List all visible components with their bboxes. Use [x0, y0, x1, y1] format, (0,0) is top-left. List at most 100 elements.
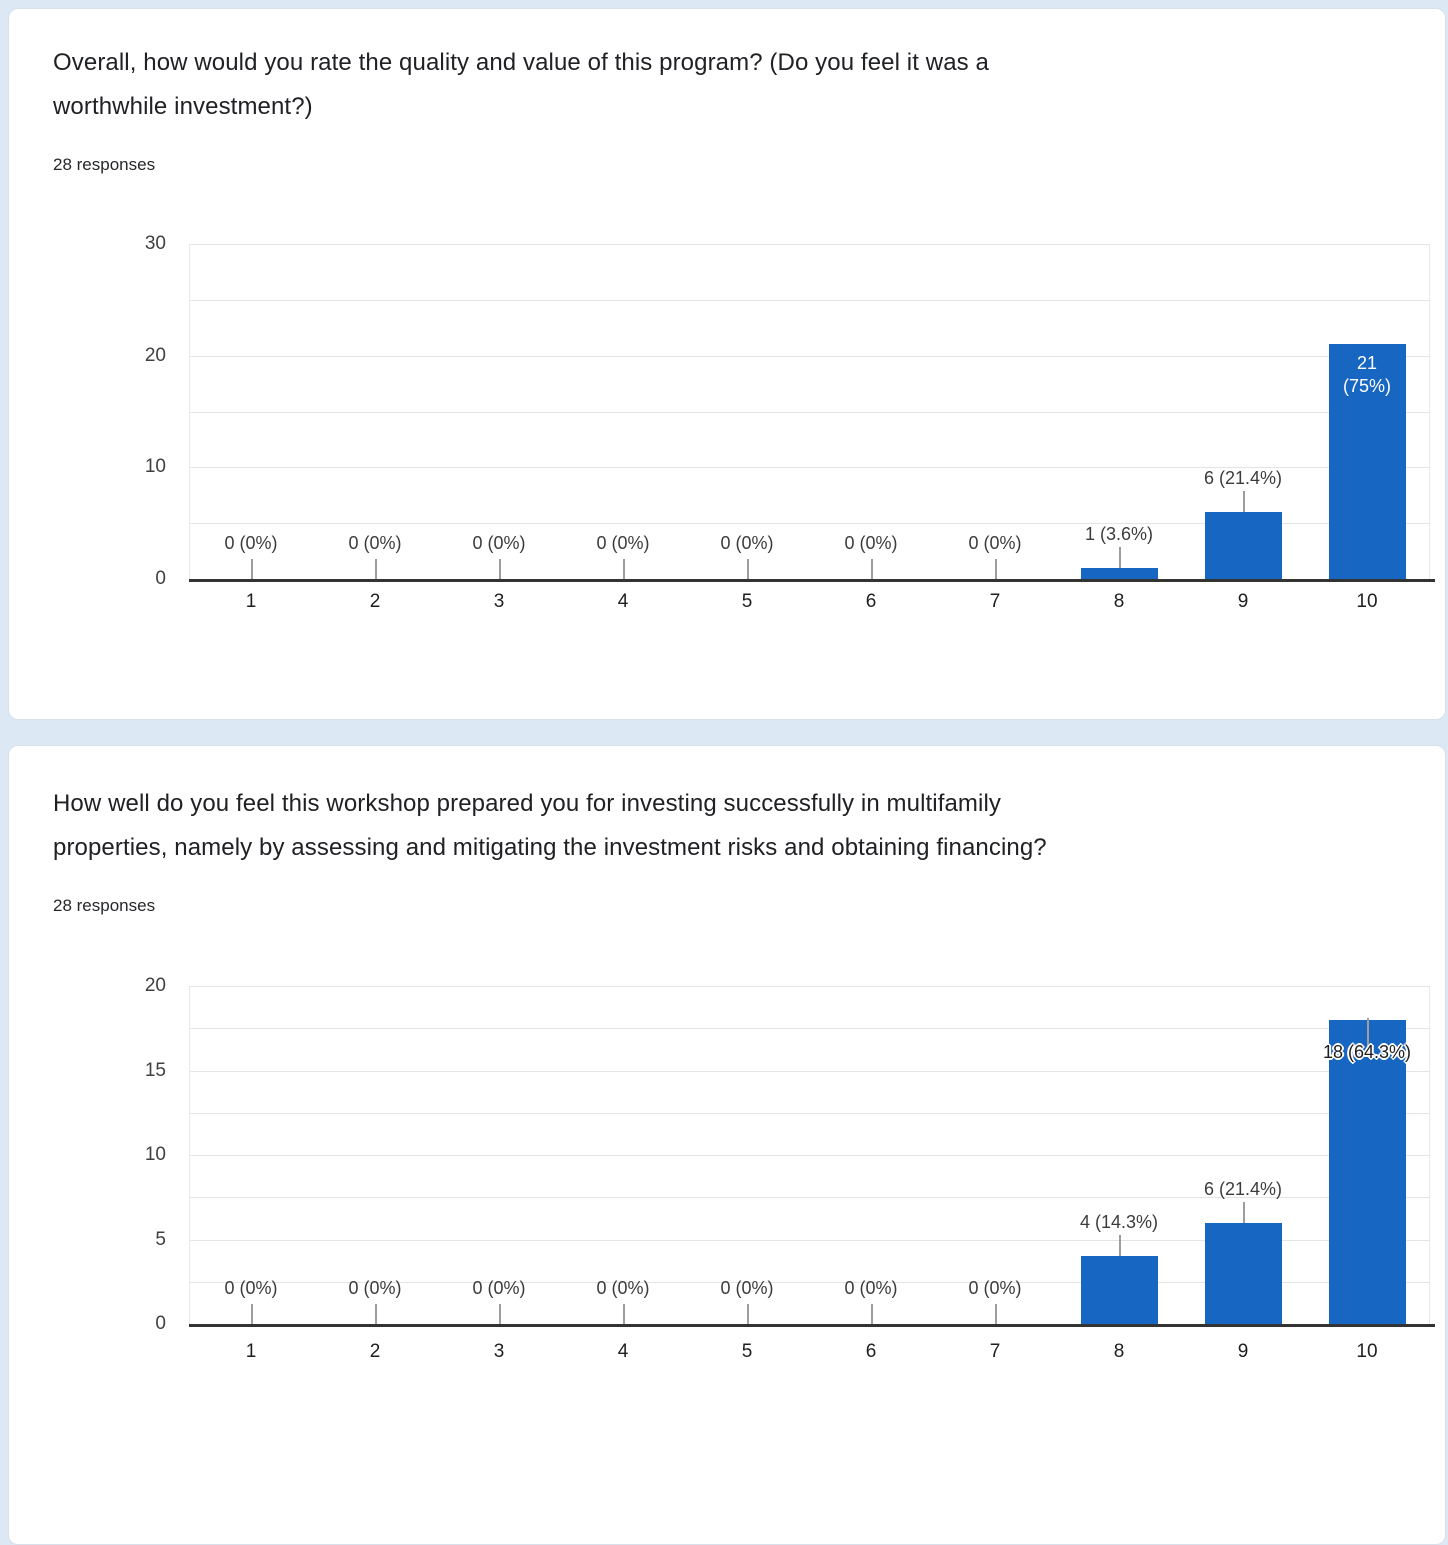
bar-value-label: 0 (0%) — [596, 1278, 650, 1298]
bar — [1081, 1256, 1158, 1324]
gridline — [189, 1071, 1429, 1072]
question-title-line: properties, namely by assessing and miti… — [53, 834, 1047, 861]
question-title-line: worthwhile investment?) — [53, 93, 313, 120]
bar — [1329, 344, 1406, 579]
bar-value-label: 6 (21.4%) — [1203, 468, 1283, 488]
y-axis-label: 20 — [144, 345, 166, 366]
label-connector-line — [499, 1304, 501, 1324]
label-connector-line — [499, 559, 501, 579]
y-axis-label: 15 — [144, 1060, 166, 1081]
label-connector-line — [1367, 1018, 1369, 1046]
y-axis-label: 0 — [155, 568, 166, 589]
bar-value-label: 0 (0%) — [348, 1278, 402, 1298]
bar-value-label: 0 (0%) — [596, 533, 650, 553]
bar-value-label: 18 (64.3%) — [1322, 1042, 1412, 1062]
label-connector-line — [375, 1304, 377, 1324]
x-axis-category-label: 8 — [1113, 1341, 1125, 1362]
response-count: 28 responses — [53, 896, 156, 915]
gridline — [189, 523, 1429, 524]
x-axis-category-label: 4 — [617, 591, 629, 612]
gridline — [189, 356, 1429, 357]
question-title-line: How well do you feel this workshop prepa… — [53, 790, 1001, 817]
x-axis-line — [189, 579, 1435, 582]
x-axis-category-label: 8 — [1113, 591, 1125, 612]
bar-value-label: 1 (3.6%) — [1084, 524, 1154, 544]
label-connector-line — [375, 559, 377, 579]
gridline — [189, 412, 1429, 413]
label-connector-line — [1119, 1235, 1121, 1256]
x-axis-category-label: 1 — [245, 591, 257, 612]
x-axis-category-label: 3 — [493, 591, 505, 612]
question-title: Overall, how would you rate the quality … — [53, 41, 1415, 129]
question-title: How well do you feel this workshop prepa… — [53, 782, 1415, 870]
bar-value-label: 4 (14.3%) — [1079, 1212, 1159, 1232]
bar — [1081, 568, 1158, 579]
bar-value-label: 0 (0%) — [968, 1278, 1022, 1298]
y-axis-label: 30 — [144, 233, 166, 254]
bar-value-label: 0 (0%) — [968, 533, 1022, 553]
x-axis-category-label: 9 — [1237, 591, 1249, 612]
plot-border-left — [189, 986, 190, 1324]
y-axis-label: 10 — [144, 1144, 166, 1165]
x-axis-category-label: 2 — [369, 591, 381, 612]
bar — [1329, 1020, 1406, 1324]
bar-value-label: 21 (75%) — [1342, 353, 1391, 396]
x-axis-category-label: 6 — [865, 591, 877, 612]
x-axis-category-label: 7 — [989, 591, 1001, 612]
bar — [1205, 512, 1282, 579]
bar-value-label: 0 (0%) — [844, 533, 898, 553]
plot-border-left — [189, 244, 190, 579]
x-axis-line — [189, 1324, 1435, 1327]
gridline — [189, 1155, 1429, 1156]
bar-value-label: 6 (21.4%) — [1203, 1179, 1283, 1199]
gridline — [189, 1197, 1429, 1198]
question-card-1: Overall, how would you rate the quality … — [8, 8, 1446, 720]
bar-value-label: 0 (0%) — [720, 533, 774, 553]
gridline — [189, 244, 1429, 245]
x-axis-category-label: 10 — [1356, 591, 1378, 612]
x-axis-category-label: 5 — [741, 1341, 753, 1362]
x-axis-category-label: 4 — [617, 1341, 629, 1362]
label-connector-line — [871, 559, 873, 579]
bar-value-label: 0 (0%) — [472, 1278, 526, 1298]
label-connector-line — [623, 559, 625, 579]
y-axis-label: 10 — [144, 456, 166, 477]
x-axis-category-label: 2 — [369, 1341, 381, 1362]
y-axis-label: 5 — [155, 1229, 166, 1250]
gridline — [189, 467, 1429, 468]
forms-responses-page: { "colors": { "bar": "#1766c1", "page_ba… — [8, 8, 1446, 1545]
gridline — [189, 300, 1429, 301]
label-connector-line — [871, 1304, 873, 1324]
x-axis-category-label: 5 — [741, 591, 753, 612]
x-axis-category-label: 10 — [1356, 1341, 1378, 1362]
x-axis-category-label: 6 — [865, 1341, 877, 1362]
x-axis-category-label: 3 — [493, 1341, 505, 1362]
plot-border-right — [1429, 986, 1430, 1324]
label-connector-line — [1119, 547, 1121, 568]
question-title-line: Overall, how would you rate the quality … — [53, 49, 989, 76]
response-count: 28 responses — [53, 155, 156, 174]
label-connector-line — [251, 1304, 253, 1324]
question-card-2: How well do you feel this workshop prepa… — [8, 745, 1446, 1545]
gridline — [189, 1240, 1429, 1241]
y-axis-label: 20 — [144, 975, 166, 996]
plot-border-right — [1429, 244, 1430, 579]
x-axis-category-label: 9 — [1237, 1341, 1249, 1362]
bar-value-label: 0 (0%) — [348, 533, 402, 553]
bar-value-label: 0 (0%) — [224, 1278, 278, 1298]
label-connector-line — [747, 559, 749, 579]
label-connector-line — [1243, 1202, 1245, 1223]
label-connector-line — [623, 1304, 625, 1324]
x-axis-category-label: 1 — [245, 1341, 257, 1362]
gridline — [189, 1282, 1429, 1283]
bar-value-label: 0 (0%) — [720, 1278, 774, 1298]
gridline — [189, 1028, 1429, 1029]
gridline — [189, 1113, 1429, 1114]
label-connector-line — [747, 1304, 749, 1324]
gridline — [189, 986, 1429, 987]
bar-value-label: 0 (0%) — [224, 533, 278, 553]
label-connector-line — [1243, 491, 1245, 512]
bar-value-label: 0 (0%) — [472, 533, 526, 553]
rating-histogram-chart: 0 10 20 30 1 0 (0%) 2 0 (0%) 3 0 (0%) 4 0 (0%) 5 0 (0… — [9, 9, 1445, 719]
rating-histogram-chart: 0 5 10 15 20 1 0 (0%) 2 0 (0%) 3 0 (0%) 4 0 (0%) 5 0 (… — [9, 746, 1445, 1544]
